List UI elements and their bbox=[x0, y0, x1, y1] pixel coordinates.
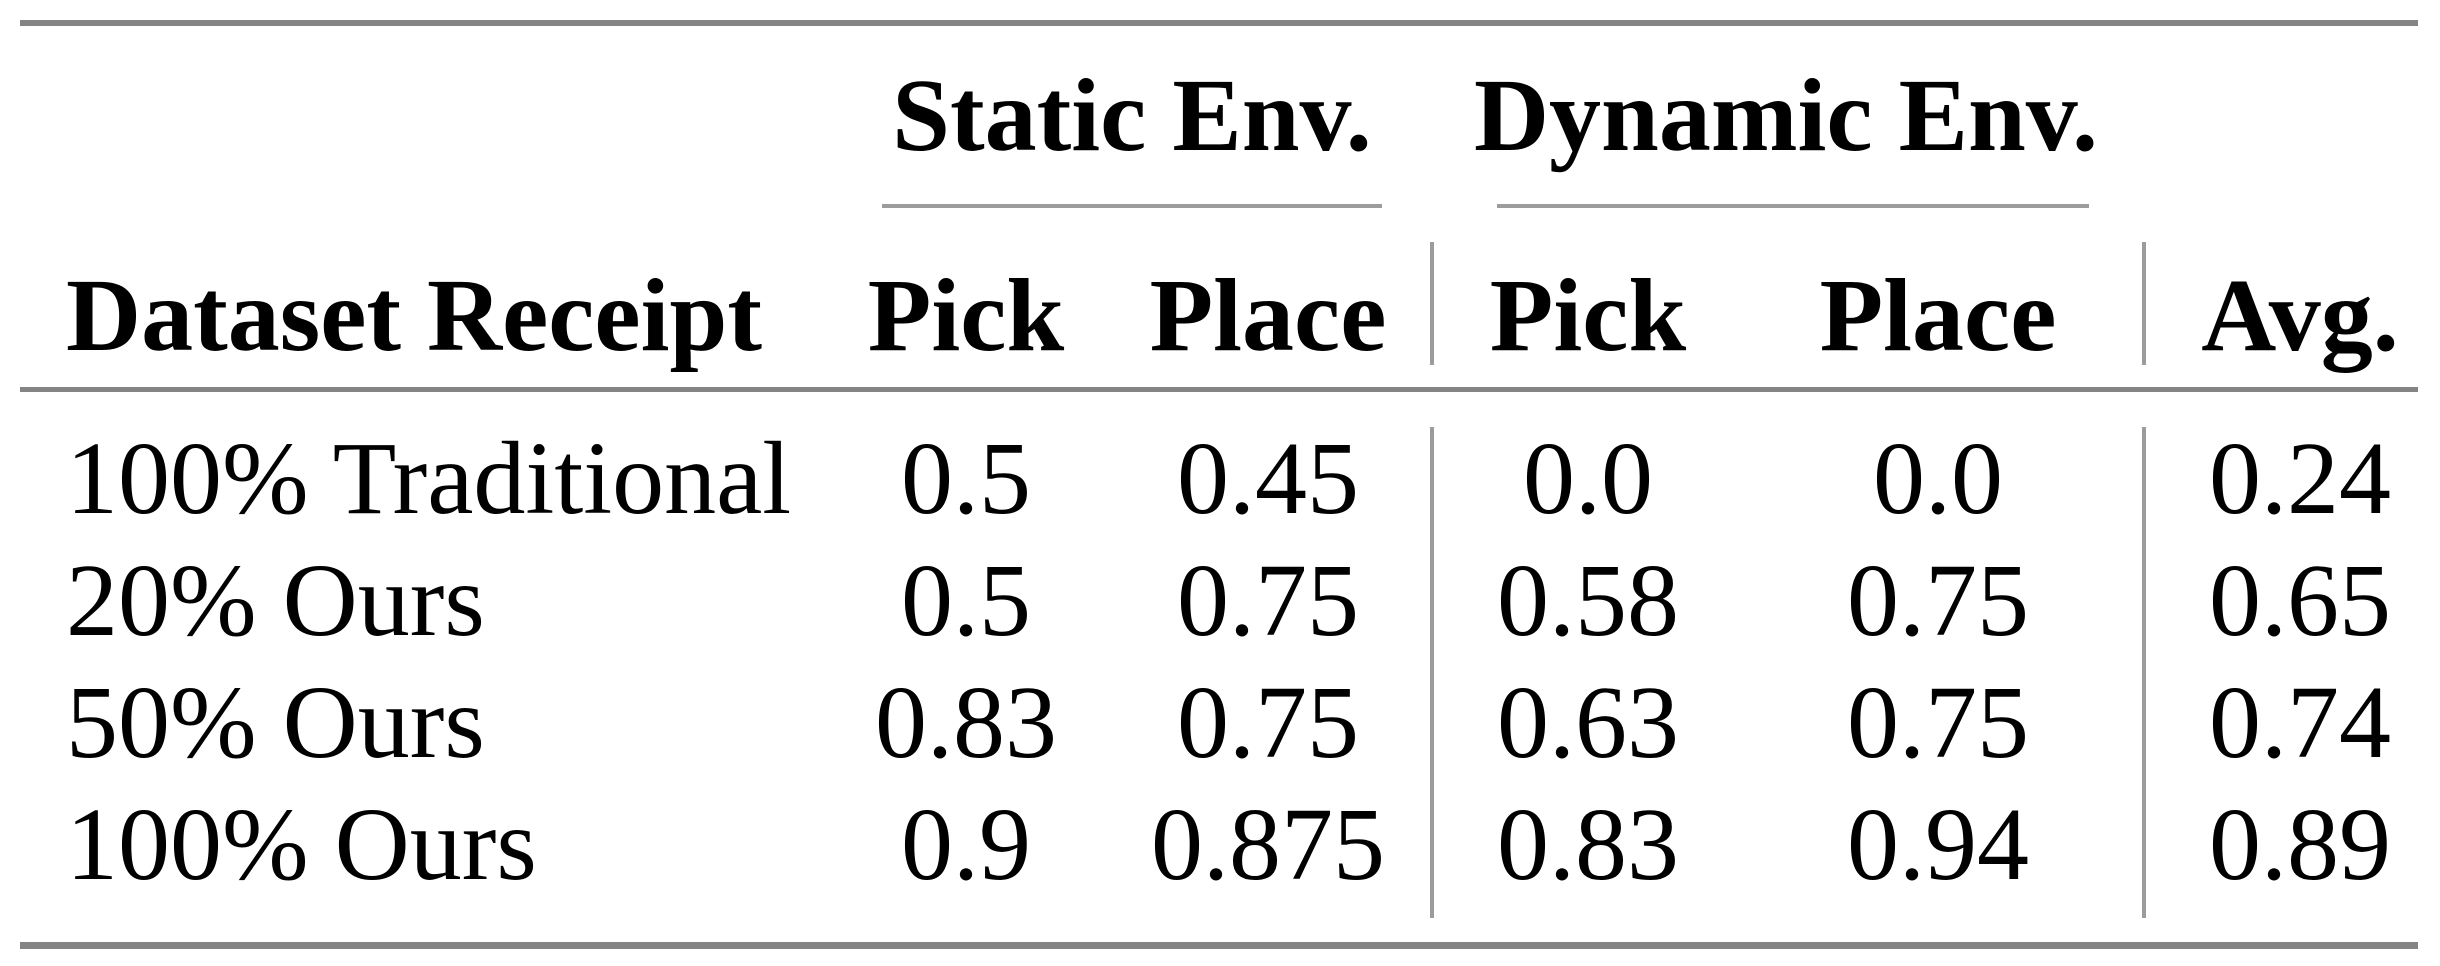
row-label: 50% Ours bbox=[66, 665, 485, 780]
row-label: 20% Ours bbox=[66, 543, 485, 658]
cell-avg: 0.74 bbox=[2209, 665, 2391, 780]
cell-static-pick: 0.5 bbox=[901, 421, 1031, 536]
cell-static-pick: 0.83 bbox=[875, 665, 1057, 780]
cell-dynamic-place: 0.0 bbox=[1873, 421, 2003, 536]
cell-static-pick: 0.9 bbox=[901, 787, 1031, 902]
header-avg: Avg. bbox=[2201, 258, 2399, 373]
dynamic-env-cmidrule bbox=[1497, 204, 2089, 208]
header-dataset-receipt: Dataset Receipt bbox=[66, 258, 762, 373]
header-dynamic-place: Place bbox=[1819, 258, 2057, 373]
cell-dynamic-place: 0.94 bbox=[1847, 787, 2029, 902]
vertical-rule-2-body bbox=[2142, 427, 2146, 918]
cell-static-place: 0.875 bbox=[1151, 787, 1385, 902]
row-label: 100% Traditional bbox=[66, 421, 792, 536]
header-dynamic-pick: Pick bbox=[1489, 258, 1687, 373]
vertical-rule-2-header bbox=[2142, 242, 2146, 365]
cell-dynamic-place: 0.75 bbox=[1847, 665, 2029, 780]
cell-avg: 0.24 bbox=[2209, 421, 2391, 536]
static-env-cmidrule bbox=[882, 204, 1382, 208]
cell-dynamic-place: 0.75 bbox=[1847, 543, 2029, 658]
table-bottom-rule bbox=[20, 942, 2418, 949]
row-label: 100% Ours bbox=[66, 787, 537, 902]
cell-dynamic-pick: 0.63 bbox=[1497, 665, 1679, 780]
cell-dynamic-pick: 0.83 bbox=[1497, 787, 1679, 902]
cell-static-place: 0.75 bbox=[1177, 665, 1359, 780]
vertical-rule-1-body bbox=[1430, 427, 1434, 918]
table-top-rule bbox=[20, 20, 2418, 26]
cell-avg: 0.65 bbox=[2209, 543, 2391, 658]
table-header-rule bbox=[20, 387, 2418, 392]
column-group-dynamic-env: Dynamic Env. bbox=[1473, 58, 2099, 173]
cell-dynamic-pick: 0.0 bbox=[1523, 421, 1653, 536]
cell-avg: 0.89 bbox=[2209, 787, 2391, 902]
header-static-pick: Pick bbox=[867, 258, 1065, 373]
cell-dynamic-pick: 0.58 bbox=[1497, 543, 1679, 658]
column-group-static-env: Static Env. bbox=[892, 58, 1372, 173]
cell-static-pick: 0.5 bbox=[901, 543, 1031, 658]
vertical-rule-1-header bbox=[1430, 242, 1434, 365]
cell-static-place: 0.75 bbox=[1177, 543, 1359, 658]
cell-static-place: 0.45 bbox=[1177, 421, 1359, 536]
header-static-place: Place bbox=[1149, 258, 1387, 373]
